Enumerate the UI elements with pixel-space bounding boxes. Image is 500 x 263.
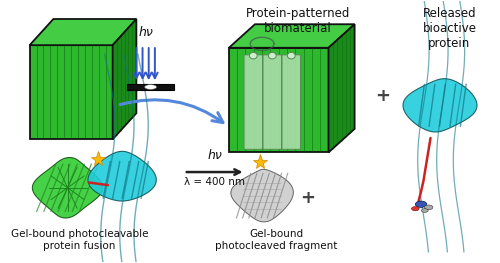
FancyBboxPatch shape	[282, 55, 300, 149]
Text: +: +	[300, 189, 314, 207]
Polygon shape	[231, 169, 294, 222]
Text: hν: hν	[207, 149, 222, 161]
Polygon shape	[229, 48, 328, 153]
FancyBboxPatch shape	[244, 55, 262, 149]
Circle shape	[424, 205, 433, 210]
Polygon shape	[88, 151, 156, 201]
Text: Gel-bound
photocleaved fragment: Gel-bound photocleaved fragment	[215, 229, 338, 251]
Circle shape	[422, 209, 428, 212]
Polygon shape	[30, 45, 112, 139]
Text: λ = 400 nm: λ = 400 nm	[184, 177, 245, 187]
Text: Released
bioactive
protein: Released bioactive protein	[422, 7, 476, 50]
Ellipse shape	[288, 52, 295, 59]
Polygon shape	[32, 158, 103, 218]
Text: hν: hν	[138, 26, 154, 39]
Polygon shape	[30, 19, 136, 45]
Ellipse shape	[250, 52, 257, 59]
Bar	[127, 84, 174, 90]
Text: Gel-bound photocleavable
protein fusion: Gel-bound photocleavable protein fusion	[10, 229, 148, 251]
Circle shape	[412, 206, 419, 211]
Ellipse shape	[144, 85, 156, 89]
Ellipse shape	[268, 52, 276, 59]
Text: +: +	[376, 87, 390, 105]
FancyArrowPatch shape	[120, 100, 223, 123]
FancyBboxPatch shape	[263, 55, 281, 149]
Circle shape	[416, 201, 426, 207]
Polygon shape	[328, 24, 354, 153]
Polygon shape	[229, 24, 354, 48]
Polygon shape	[403, 79, 477, 132]
Polygon shape	[112, 19, 136, 139]
Text: Protein-patterned
biomaterial: Protein-patterned biomaterial	[246, 7, 350, 35]
